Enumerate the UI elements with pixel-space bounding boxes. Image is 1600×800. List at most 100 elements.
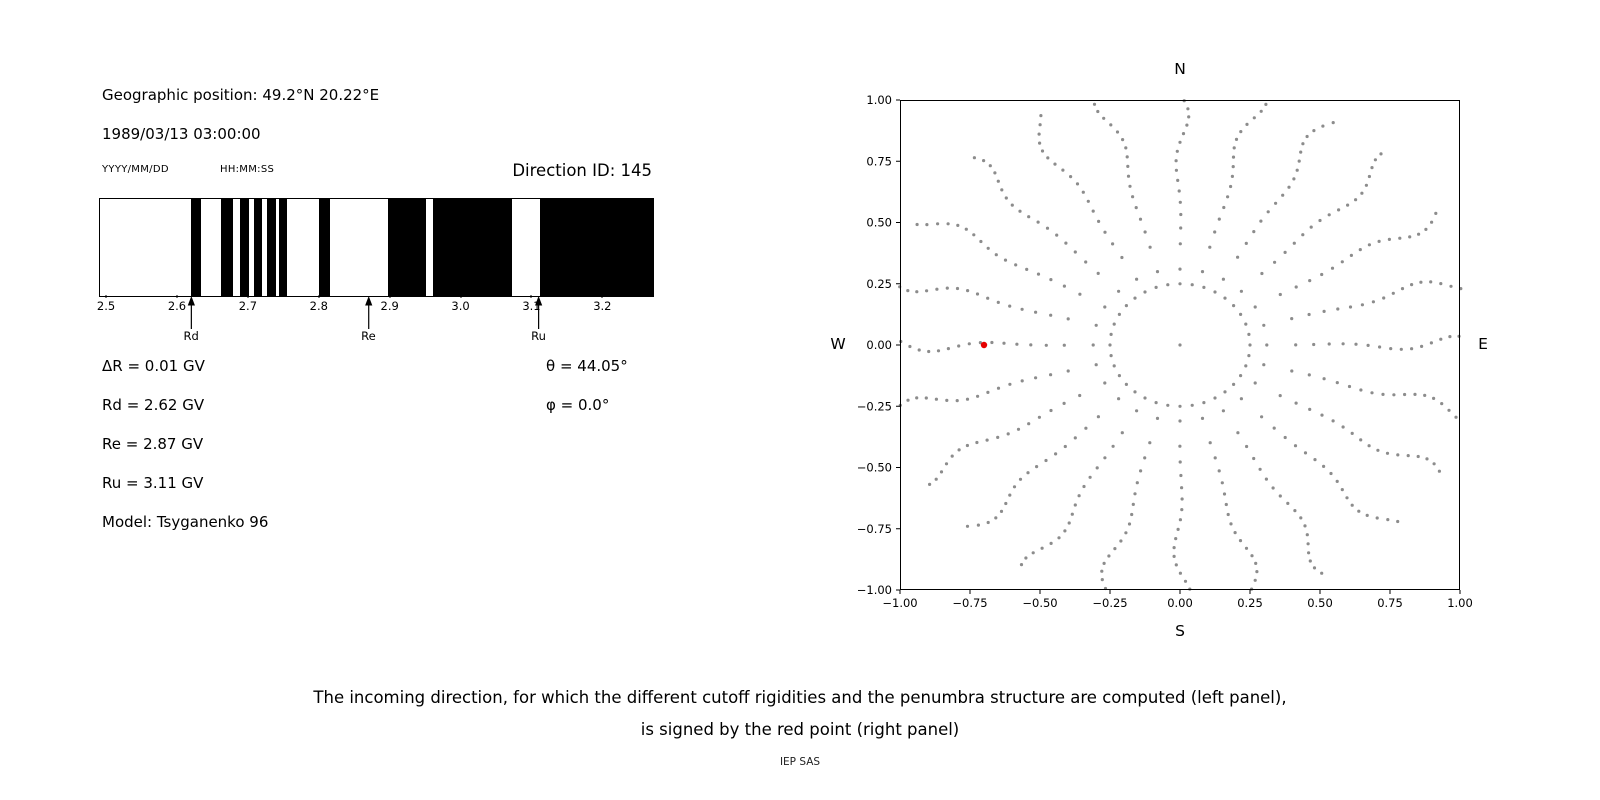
direction-dot — [1299, 150, 1303, 154]
direction-dot — [1434, 211, 1438, 215]
direction-dot — [1345, 496, 1349, 500]
direction-dot — [1336, 307, 1340, 311]
direction-dot — [1178, 518, 1182, 522]
direction-dot — [1385, 451, 1390, 455]
direction-dot — [1283, 435, 1287, 440]
direction-dot — [1187, 115, 1191, 119]
direction-dot — [972, 156, 976, 160]
direction-dot — [1232, 304, 1236, 308]
direction-dot — [1008, 304, 1012, 308]
compass-north-label: N — [1174, 60, 1186, 78]
direction-dot — [1213, 290, 1217, 294]
direction-dot — [1213, 230, 1217, 234]
direction-dot — [1103, 456, 1107, 460]
red-point-selected-direction — [980, 341, 988, 349]
direction-dot — [1135, 409, 1139, 413]
direction-dot — [1143, 290, 1147, 294]
penumbra-tick-label: 3.0 — [451, 299, 470, 313]
direction-dot — [999, 509, 1004, 513]
direction-dot — [1008, 382, 1012, 386]
direction-dot — [1272, 426, 1276, 430]
direction-dot — [1178, 267, 1182, 271]
direction-dot — [1038, 141, 1042, 145]
direction-dot — [1000, 188, 1004, 192]
direction-dot — [1113, 547, 1117, 551]
direction-dot — [1178, 242, 1182, 246]
x-tick-label: −0.75 — [952, 596, 987, 610]
direction-dot — [1221, 409, 1225, 413]
direction-dot — [1109, 123, 1113, 127]
direction-dot — [1286, 501, 1290, 505]
direction-dot — [1373, 158, 1377, 162]
direction-dot — [1301, 233, 1305, 237]
direction-dot — [1305, 533, 1309, 537]
direction-dot — [1245, 444, 1249, 449]
direction-dot — [1055, 233, 1059, 237]
direction-dot — [1213, 456, 1217, 460]
direction-dot — [1177, 189, 1181, 193]
direction-dot — [1018, 477, 1023, 481]
direction-dot — [924, 396, 928, 400]
direction-dot — [1230, 174, 1234, 178]
direction-dot — [1245, 122, 1249, 126]
direction-dot — [1045, 226, 1050, 230]
geographic-position-label: Geographic position: 49.2°N 20.22°E — [102, 86, 380, 104]
direction-dot — [1020, 307, 1024, 311]
direction-dot — [1202, 285, 1206, 289]
penumbra-tick-label: 2.6 — [167, 299, 187, 313]
direction-dot — [1312, 566, 1317, 570]
direction-dot — [1120, 431, 1124, 435]
direction-dot — [1062, 284, 1066, 288]
direction-dot — [1063, 529, 1067, 533]
direction-dot — [1154, 285, 1158, 289]
direction-dot — [1341, 425, 1345, 429]
direction-dot — [1244, 241, 1248, 245]
direction-dot — [1250, 554, 1254, 558]
penumbra-tick-label: 2.9 — [380, 299, 399, 313]
direction-dot — [964, 227, 968, 231]
direction-dot — [1354, 342, 1358, 346]
direction-dot — [1031, 551, 1035, 555]
direction-dot — [986, 520, 990, 525]
direction-dot — [1307, 551, 1311, 555]
penumbra-allowed-band — [220, 199, 234, 296]
x-tick-label: 0.00 — [1167, 596, 1193, 610]
direction-dot — [1371, 300, 1375, 304]
direction-dot — [1086, 199, 1090, 203]
direction-dot — [1143, 456, 1147, 460]
compass-south-label: S — [1175, 622, 1185, 640]
direction-dot — [1312, 129, 1316, 133]
direction-dot — [1292, 241, 1296, 245]
direction-dot — [1297, 159, 1301, 163]
direction-dot — [996, 300, 1000, 304]
direction-dot — [1233, 531, 1237, 535]
direction-dot — [1117, 397, 1121, 401]
direction-dot — [1172, 554, 1176, 558]
direction-dot — [1419, 280, 1423, 284]
direction-dot — [1120, 255, 1124, 260]
direction-dot — [1244, 364, 1248, 368]
direction-dot — [1239, 374, 1243, 378]
direction-dot — [1234, 137, 1239, 141]
direction-dot — [1039, 114, 1043, 118]
direction-dot — [1100, 569, 1104, 573]
direction-dot — [967, 342, 971, 346]
direction-dot — [1364, 183, 1368, 187]
direction-dot — [1255, 570, 1259, 574]
direction-dot — [1416, 454, 1420, 459]
direction-dot — [1440, 402, 1444, 406]
direction-dot — [1073, 250, 1077, 254]
direction-dot — [1037, 132, 1041, 136]
direction-dot — [1320, 571, 1324, 575]
direction-dot — [1378, 345, 1382, 349]
direction-dot — [1117, 289, 1121, 293]
direction-dot — [1340, 260, 1344, 264]
direction-dot — [1073, 436, 1077, 440]
direction-dot — [1377, 239, 1381, 243]
direction-dot — [1260, 415, 1264, 419]
direction-dot — [1190, 283, 1194, 287]
direction-dot — [1178, 571, 1182, 575]
direction-dot — [1179, 473, 1183, 478]
direction-dot — [1253, 578, 1257, 582]
direction-dot — [1006, 432, 1010, 436]
